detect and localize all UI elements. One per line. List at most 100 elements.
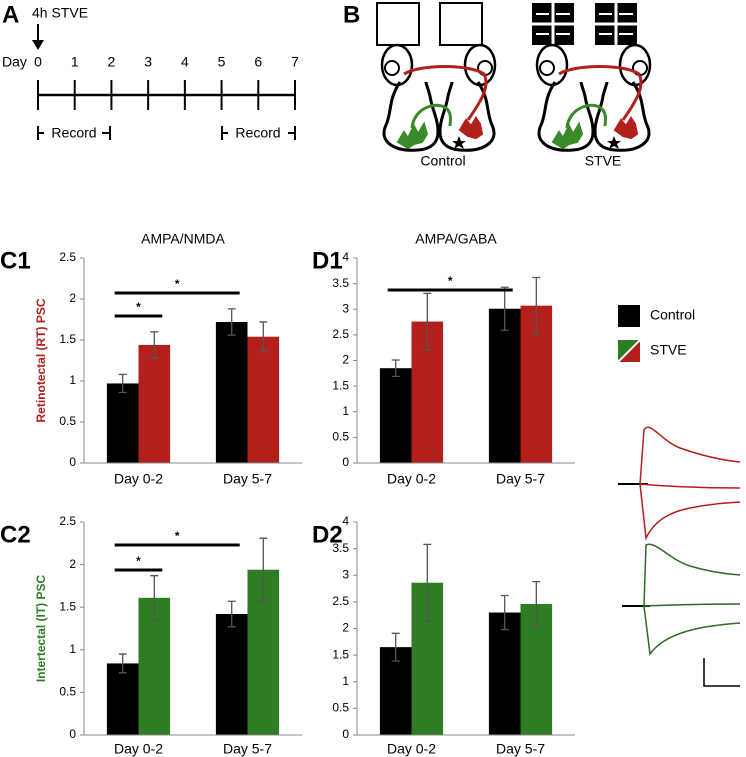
y-tick-label: 2 xyxy=(342,621,349,635)
bar xyxy=(379,647,412,735)
error-bar xyxy=(150,575,159,621)
significance-label: * xyxy=(175,277,180,291)
error-bar xyxy=(423,292,432,351)
y-tick-label: 2.5 xyxy=(59,250,76,264)
day-number: 6 xyxy=(254,54,262,70)
day-number: 1 xyxy=(71,54,79,70)
bar xyxy=(488,308,521,463)
day-number: 2 xyxy=(108,54,116,70)
bar xyxy=(379,368,412,463)
y-tick-label: 1 xyxy=(69,642,76,656)
diagram-label: STVE xyxy=(585,153,622,169)
day-number: 5 xyxy=(218,54,226,70)
x-tick-label: Day 0-2 xyxy=(114,741,163,757)
error-bar xyxy=(227,600,236,628)
stimulus-box xyxy=(439,2,483,46)
traces xyxy=(618,426,741,687)
record-brackets xyxy=(37,126,296,140)
legend-label: Control xyxy=(650,307,695,323)
significance-label: * xyxy=(175,529,180,543)
timeline-ticks: 0 1 2 3 4 5 6 7 xyxy=(34,54,299,110)
error-bar xyxy=(150,331,159,359)
y-tick-label: 2 xyxy=(342,353,349,367)
x-tick-label: Day 0-2 xyxy=(387,471,436,487)
error-bar xyxy=(500,594,509,631)
significance-label: * xyxy=(136,554,141,568)
y-tick-label: 0 xyxy=(69,727,76,741)
arrow-head xyxy=(32,40,44,50)
error-bar xyxy=(532,580,541,628)
y-tick-label: 2.5 xyxy=(59,514,76,528)
panel-label: C2 xyxy=(0,521,31,548)
panel-label: D1 xyxy=(312,247,343,274)
y-tick-label: 4 xyxy=(342,514,349,528)
significance-label: * xyxy=(136,300,141,314)
stimulus-box xyxy=(376,2,420,46)
y-tick-label: 0 xyxy=(69,455,76,469)
row-label: Intertectal (IT) PSC xyxy=(34,574,48,682)
legend-swatch-divider xyxy=(616,338,642,364)
checker-stimulus xyxy=(532,3,637,45)
panel-label: D2 xyxy=(312,521,343,548)
x-tick-label: Day 0-2 xyxy=(387,741,436,757)
bar xyxy=(106,663,139,735)
day-number: 7 xyxy=(291,54,299,70)
y-tick-label: 0 xyxy=(342,455,349,469)
bar xyxy=(247,336,280,463)
y-tick-label: 0 xyxy=(342,727,349,741)
bar xyxy=(106,383,139,463)
error-bar xyxy=(500,286,509,331)
y-tick-label: 1.5 xyxy=(332,647,349,661)
y-tick-label: 0.5 xyxy=(332,701,349,715)
bar xyxy=(488,612,521,735)
day-label: Day xyxy=(2,54,27,70)
y-tick-label: 1.5 xyxy=(59,599,76,613)
x-tick-label: Day 5-7 xyxy=(496,471,545,487)
bar xyxy=(215,614,248,735)
panel-label: B xyxy=(343,1,360,28)
y-tick-label: 3 xyxy=(342,567,349,581)
error-bar xyxy=(391,359,400,378)
y-tick-label: 3.5 xyxy=(332,541,349,555)
brain-diagram xyxy=(380,43,497,152)
x-tick-label: Day 5-7 xyxy=(223,741,272,757)
y-tick-label: 1.5 xyxy=(59,332,76,346)
panel-label: C1 xyxy=(0,247,31,274)
brain-diagram xyxy=(535,43,652,152)
y-tick-label: 3 xyxy=(342,301,349,315)
y-tick-label: 0.5 xyxy=(59,685,76,699)
error-bar xyxy=(227,308,236,336)
record-label: Record xyxy=(51,125,96,141)
error-bar xyxy=(391,632,400,662)
error-bar xyxy=(532,276,541,335)
y-tick-label: 2.5 xyxy=(332,327,349,341)
error-bar xyxy=(118,373,127,394)
legend-label: STVE xyxy=(650,342,687,358)
y-tick-label: 0.5 xyxy=(332,430,349,444)
legend: Control STVE xyxy=(616,305,695,364)
charts: AMPA/NMDA 0 0.5 1 1.5 2 2.5 Day 0-2 Day 5-7 * * AMP… xyxy=(34,231,695,757)
y-tick-label: 1 xyxy=(69,373,76,387)
x-tick-label: Day 0-2 xyxy=(114,471,163,487)
day-number: 0 xyxy=(34,54,42,70)
error-bar xyxy=(259,537,268,602)
bar xyxy=(215,321,248,463)
y-tick-label: 1.5 xyxy=(332,378,349,392)
y-tick-label: 2 xyxy=(69,557,76,571)
y-tick-label: 4 xyxy=(342,250,349,264)
x-tick-label: Day 5-7 xyxy=(223,471,272,487)
y-tick-label: 1 xyxy=(342,674,349,688)
day-number: 3 xyxy=(144,54,152,70)
panel-label: A xyxy=(2,1,19,28)
diagram-label: Control xyxy=(420,153,465,169)
bar xyxy=(138,344,171,463)
error-bar xyxy=(259,321,268,353)
day-number: 4 xyxy=(181,54,189,70)
y-tick-label: 1 xyxy=(342,404,349,418)
chart-title: AMPA/GABA xyxy=(415,231,497,247)
significance-label: * xyxy=(448,274,453,288)
legend-swatch xyxy=(618,305,640,327)
event-label: 4h STVE xyxy=(32,5,88,21)
y-tick-label: 0.5 xyxy=(59,414,76,428)
